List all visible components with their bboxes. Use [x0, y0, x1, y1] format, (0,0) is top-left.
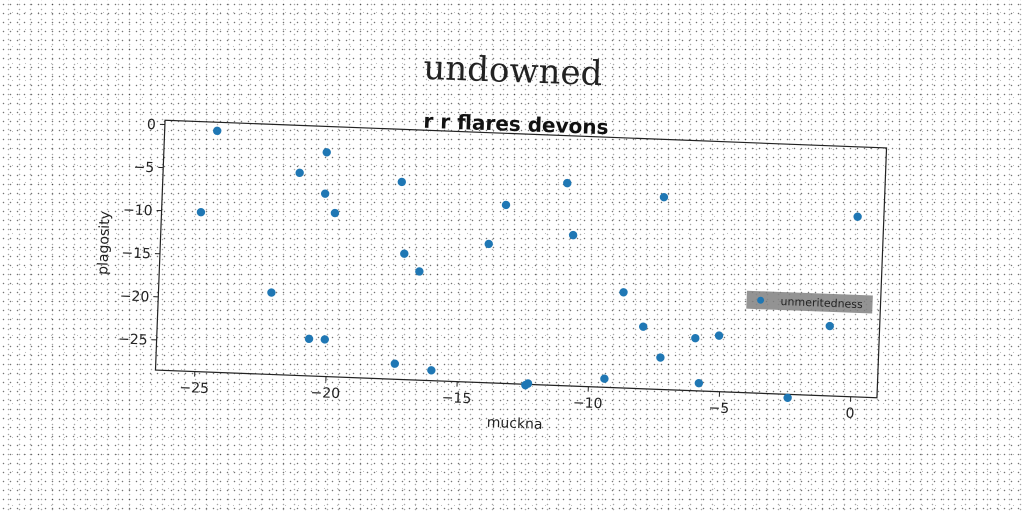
data-point — [304, 334, 314, 344]
chart-title: undowned — [423, 48, 603, 94]
data-point — [568, 230, 578, 240]
data-point — [295, 168, 304, 178]
data-point — [322, 148, 331, 157]
data-point — [714, 331, 724, 340]
x-tick-label: −20 — [310, 385, 340, 402]
data-point — [853, 212, 862, 221]
plot-area: −25 −20 −15 −10 −5 0 0 −5 −10 −15 −20 −25 unmerited… — [95, 117, 888, 433]
y-tick-label: −15 — [121, 245, 151, 262]
data-point — [427, 366, 436, 375]
data-point — [639, 322, 648, 331]
x-tick-label: −25 — [179, 380, 209, 397]
data-points — [196, 126, 862, 402]
data-point — [694, 378, 704, 388]
data-point — [600, 374, 609, 383]
data-point — [397, 177, 406, 187]
legend: unmeritedness — [746, 290, 873, 314]
data-point — [320, 335, 329, 344]
data-point — [267, 288, 276, 297]
data-point — [213, 126, 222, 136]
data-point — [659, 193, 669, 202]
data-point — [415, 267, 424, 276]
data-point — [825, 321, 834, 331]
legend-box — [746, 290, 873, 314]
x-axis-label: muckna — [486, 415, 542, 433]
x-tick-label: −15 — [441, 390, 471, 407]
x-tick-label: −5 — [708, 400, 729, 417]
y-tick-label: −5 — [133, 159, 154, 176]
data-point — [501, 200, 511, 210]
data-point — [320, 189, 330, 198]
data-point — [330, 208, 340, 218]
axis-ticks: −25 −20 −15 −10 −5 0 0 −5 −10 −15 −20 −25 — [118, 117, 855, 422]
data-point — [484, 239, 493, 249]
x-tick-label: 0 — [845, 406, 855, 422]
data-point — [783, 393, 792, 402]
data-point — [400, 249, 409, 258]
data-point — [523, 379, 533, 388]
legend-label: unmeritedness — [780, 295, 863, 311]
data-point — [619, 288, 628, 297]
data-point — [390, 359, 400, 368]
chart-subtitle: r r flares devons — [423, 109, 609, 139]
y-tick-label: −10 — [123, 202, 153, 219]
plot-frame — [154, 119, 888, 399]
data-point — [656, 353, 665, 362]
legend-marker — [757, 296, 765, 304]
x-tick-label: −10 — [573, 395, 603, 412]
y-tick-label: −20 — [119, 288, 149, 305]
data-point — [563, 178, 572, 188]
y-axis-label: plagosity — [95, 211, 113, 275]
y-tick-label: 0 — [147, 117, 157, 133]
data-point — [196, 207, 206, 217]
y-tick-label: −25 — [118, 331, 148, 348]
data-point — [691, 333, 700, 343]
